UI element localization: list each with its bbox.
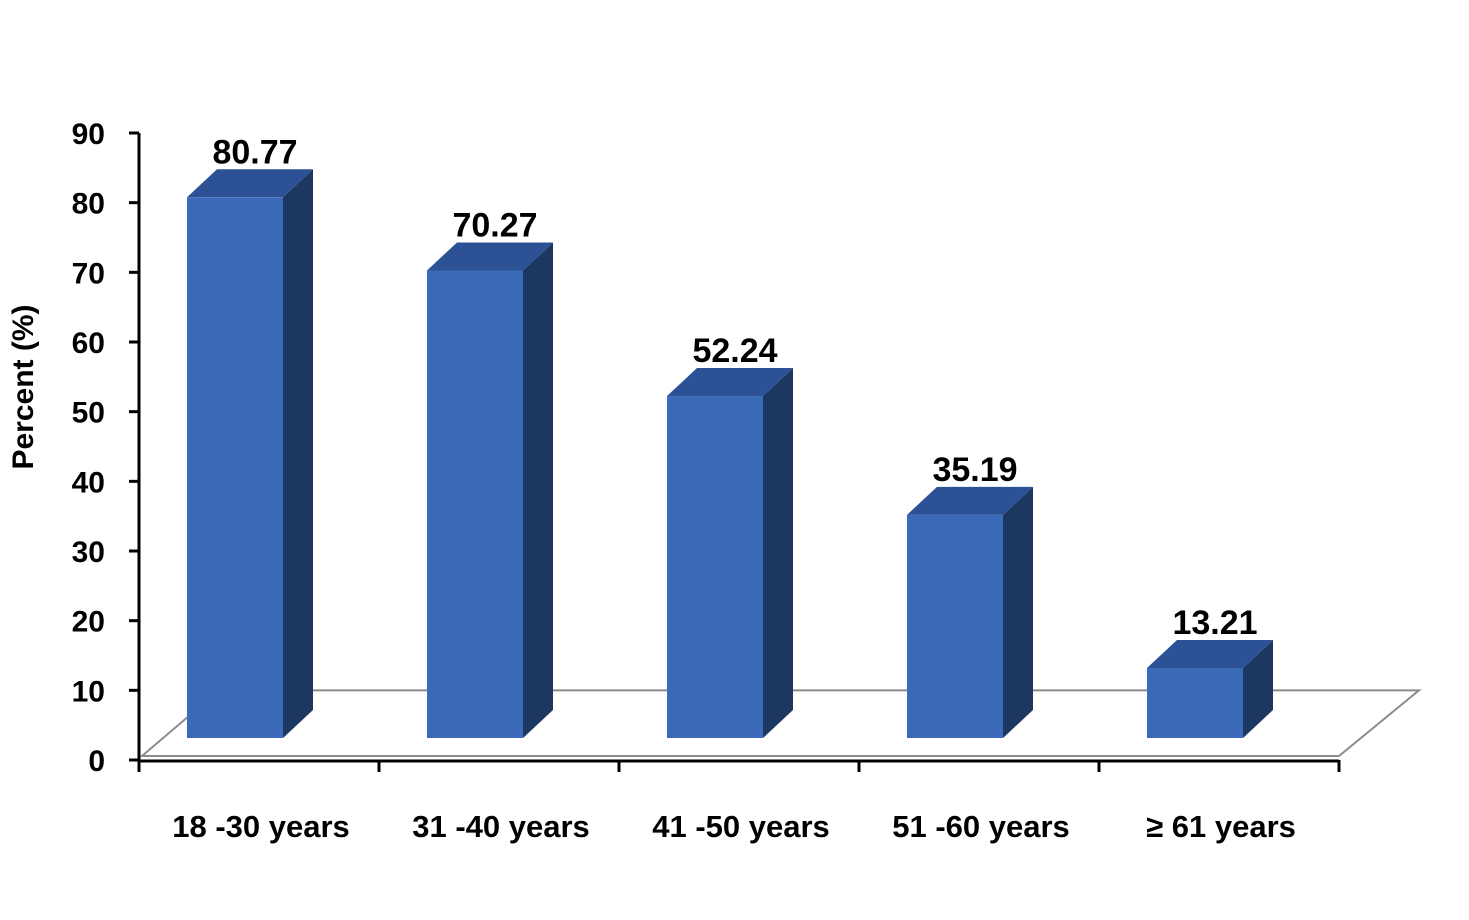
chart-labels: 80.77 18 -30 years 70.27 31 -40 years 52.24 4… xyxy=(172,133,1296,844)
y-tick-label-10: 10 xyxy=(72,675,105,708)
value-label-2: 52.24 xyxy=(692,332,777,370)
y-axis-title: Percent (%) xyxy=(7,304,40,469)
bar-side-3 xyxy=(1003,486,1033,738)
y-tick-label-0: 0 xyxy=(88,745,105,778)
chart-bars xyxy=(187,169,1273,738)
y-tick-label-80: 80 xyxy=(72,188,105,221)
bar-top-4 xyxy=(1147,639,1273,668)
y-tick-label-40: 40 xyxy=(72,466,105,499)
value-label-0: 80.77 xyxy=(212,133,297,171)
bar-front-1 xyxy=(427,270,523,738)
bar-3 xyxy=(907,486,1033,738)
y-tick-label-20: 20 xyxy=(72,606,105,639)
bar-side-1 xyxy=(523,242,553,738)
bar-top-3 xyxy=(907,486,1033,515)
y-tick-label-70: 70 xyxy=(72,257,105,290)
bar-front-3 xyxy=(907,514,1003,738)
value-label-1: 70.27 xyxy=(452,206,537,244)
y-tick-label-30: 30 xyxy=(72,536,105,569)
bar-side-0 xyxy=(283,169,313,738)
category-label-4: ≥ 61 years xyxy=(1146,809,1296,844)
bar-top-0 xyxy=(187,169,313,198)
bar-0 xyxy=(187,169,313,738)
category-label-3: 51 -60 years xyxy=(892,809,1070,844)
bar-4 xyxy=(1147,639,1273,738)
bar-front-4 xyxy=(1147,667,1243,738)
chart-axes: 0 10 20 30 40 50 60 70 80 90 xyxy=(72,118,1341,778)
bar-2 xyxy=(667,368,793,738)
bar-front-0 xyxy=(187,197,283,738)
y-tick-label-60: 60 xyxy=(72,327,105,360)
bar-1 xyxy=(427,242,553,738)
bar-top-1 xyxy=(427,242,553,271)
bar-front-2 xyxy=(667,396,763,738)
value-label-4: 13.21 xyxy=(1172,604,1257,642)
bar-side-2 xyxy=(763,368,793,738)
y-tick-label-50: 50 xyxy=(72,397,105,430)
bar-top-2 xyxy=(667,368,793,397)
category-label-2: 41 -50 years xyxy=(652,809,830,844)
category-label-1: 31 -40 years xyxy=(412,809,590,844)
value-label-3: 35.19 xyxy=(932,451,1017,489)
bar-side-4 xyxy=(1243,639,1273,738)
y-tick-label-90: 90 xyxy=(72,118,105,151)
category-label-0: 18 -30 years xyxy=(172,809,350,844)
